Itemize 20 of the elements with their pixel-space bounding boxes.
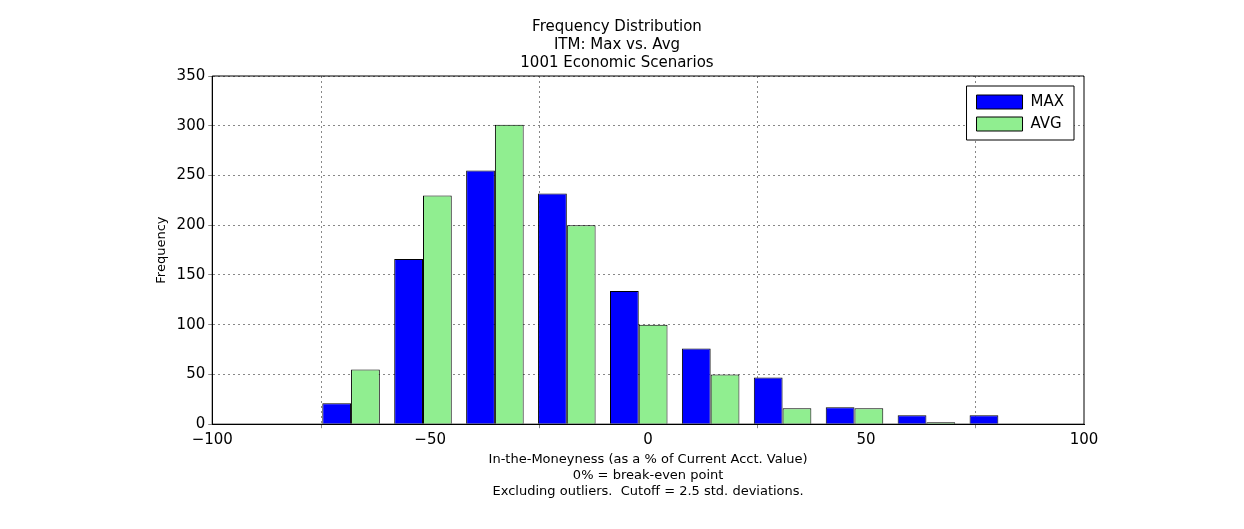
legend-label: MAX: [1030, 91, 1065, 110]
y-tick-label: 100: [176, 314, 206, 333]
text: 0% = break-even point: [572, 466, 724, 482]
legend-label: AVG: [1030, 113, 1062, 132]
y-tick-label: 50: [186, 364, 206, 383]
y-tick-label: 300: [176, 115, 206, 134]
y-tick-label: 350: [176, 65, 206, 84]
y-tick-label: 250: [176, 165, 206, 184]
y-tick-label: 0: [195, 414, 206, 433]
x-tick-label: −100: [191, 430, 233, 449]
x-tick-label: 100: [1069, 430, 1099, 449]
x-tick-label: 0: [643, 430, 653, 449]
y-tick-label: 200: [176, 215, 206, 234]
chart-title: Frequency Distribution ITM: Max vs. Avg 1001 Economic Scenarios: [520, 16, 714, 71]
text: Excluding outliers. Cutoff = 2.5 std. deviations.: [492, 482, 804, 498]
y-tick-label: 150: [176, 264, 206, 283]
x-tick-label: −50: [414, 430, 446, 449]
y-axis-title: Frequency: [153, 216, 169, 284]
x-tick-label: 50: [856, 430, 876, 449]
x-axis-title: In-the-Moneyness (as a % of Current Acct. Value): [488, 451, 808, 467]
